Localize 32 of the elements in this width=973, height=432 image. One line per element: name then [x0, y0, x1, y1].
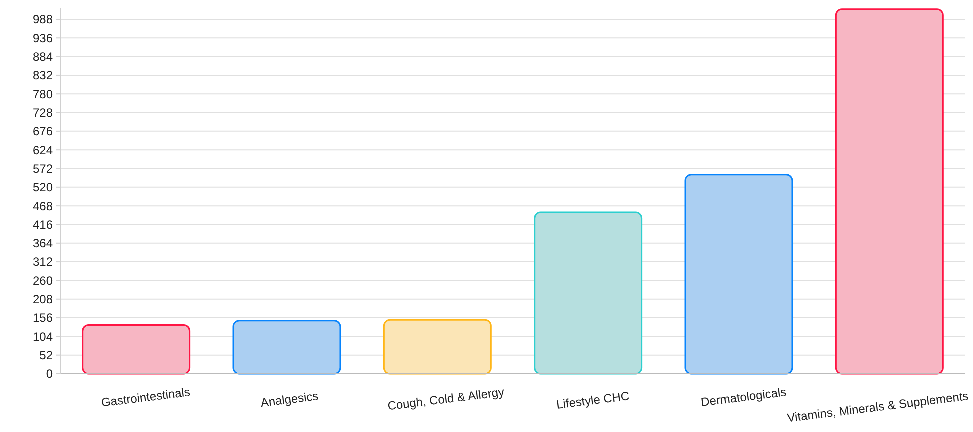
x-tick-label: Analgesics: [260, 389, 320, 410]
x-tick-label: Vitamins, Minerals & Supplements: [786, 389, 970, 426]
bar: [82, 324, 191, 375]
y-tick-label: 728: [32, 106, 54, 120]
bar: [684, 174, 794, 375]
y-tick-label: 156: [32, 311, 54, 326]
y-tick-label: 416: [32, 218, 54, 232]
y-tick-label: 780: [32, 87, 54, 102]
y-tick-label: 624: [32, 143, 54, 158]
y-tick-label: 832: [32, 68, 54, 83]
y-tick-label: 208: [32, 292, 54, 307]
y-tick-label: 52: [40, 348, 54, 363]
x-tick-label: Lifestyle CHC: [556, 389, 631, 412]
y-tick-label: 312: [32, 255, 54, 270]
bar: [534, 212, 643, 375]
y-tick-label: 260: [32, 274, 54, 288]
x-tick-label: Gastrointestinals: [100, 385, 192, 410]
bar: [383, 319, 492, 375]
y-tick-label: 104: [32, 330, 54, 344]
y-tick-label: 676: [32, 124, 54, 139]
y-tick-label: 520: [32, 180, 54, 195]
y-tick-label: 0: [46, 367, 54, 382]
y-tick-label: 364: [32, 236, 54, 251]
y-tick-label: 572: [32, 162, 54, 176]
y-tick-label: 884: [32, 50, 54, 64]
x-tick-label: Cough, Cold & Allergy: [386, 385, 506, 414]
x-tick-label: Dermatologicals: [700, 385, 788, 410]
y-tick-label: 468: [32, 199, 54, 214]
bar: [232, 320, 342, 375]
y-tick-label: 988: [32, 12, 54, 27]
y-tick-label: 936: [32, 31, 54, 46]
bar: [835, 8, 944, 375]
